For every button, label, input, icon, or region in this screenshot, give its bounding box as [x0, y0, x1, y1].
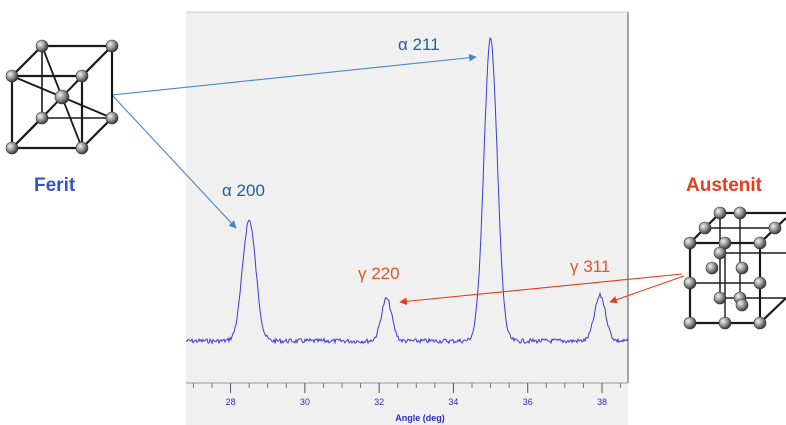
- ferrite-arrow-to-alpha-200: [111, 94, 237, 229]
- annotation-arrows: [111, 53, 685, 306]
- xrd-spectrum-line: [185, 37, 629, 345]
- x-axis-tick-label: 28: [226, 397, 236, 407]
- bcc-unit-cell-icon: [5, 39, 119, 155]
- x-axis-tick-label: 30: [300, 397, 310, 407]
- x-axis-title: Angle (deg): [395, 413, 445, 423]
- plot-panel: 28 30 32 34 36 38 Angle (deg): [185, 11, 629, 425]
- peak-label-alpha-211: α 211: [398, 35, 440, 54]
- austenite-arrow-to-gamma-220: [399, 273, 683, 306]
- austenite-phase-name: Austenit: [686, 175, 763, 196]
- austenite-arrow-to-gamma-311: [609, 275, 685, 304]
- x-axis-tick-label: 34: [448, 397, 458, 407]
- fcc-unit-cell-icon: [683, 206, 786, 330]
- peak-label-alpha-200: α 200: [222, 181, 265, 200]
- peak-label-gamma-220: γ 220: [358, 264, 400, 283]
- x-axis-tick-label: 36: [523, 397, 533, 407]
- x-axis-tick-labels: 28 30 32 34 36 38: [226, 397, 607, 407]
- ferrite-phase-name: Ferit: [34, 175, 76, 196]
- peak-label-gamma-311: γ 311: [570, 257, 610, 276]
- ferrite-arrow-to-alpha-211: [111, 53, 477, 96]
- x-axis-tick-label: 32: [374, 397, 384, 407]
- plot-background: [186, 12, 628, 425]
- x-axis-tick-label: 38: [597, 397, 607, 407]
- x-axis-ticks: [192, 383, 622, 393]
